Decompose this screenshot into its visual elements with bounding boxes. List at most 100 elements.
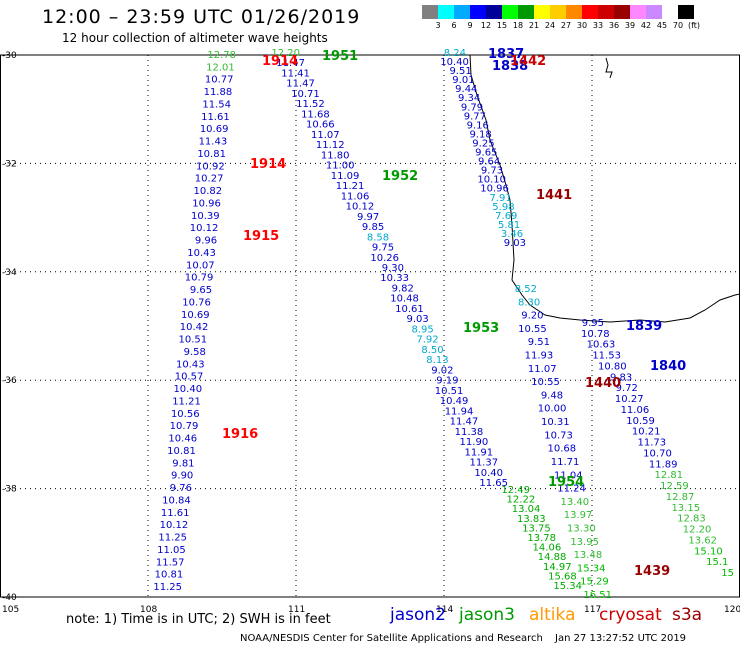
swh-label: 10.79	[185, 273, 214, 284]
swh-label: 9.83	[610, 372, 632, 383]
scale-label: 33	[592, 21, 604, 30]
swh-label: 9.76	[170, 483, 192, 494]
swh-label: 15.34	[553, 581, 582, 592]
swh-label: 9.25	[472, 138, 494, 149]
swh-label: 10.69	[200, 124, 229, 135]
swh-label: 11.21	[172, 396, 201, 407]
swh-label: 11.54	[202, 99, 231, 110]
swh-label: 9.81	[172, 458, 194, 469]
swh-label: 10.80	[598, 361, 627, 372]
swh-label: 10.61	[395, 304, 424, 315]
pass-id: 1915	[243, 229, 279, 244]
swh-label: 9.96	[195, 236, 217, 247]
swh-label: 5.81	[498, 220, 520, 231]
swh-label: 13.83	[517, 514, 546, 525]
swh-label: 11.90	[460, 437, 489, 448]
swh-label: 9.51	[528, 337, 550, 348]
swh-label: 11.94	[445, 406, 474, 417]
scale-swatch	[454, 5, 470, 19]
pass-id: 1954	[548, 475, 584, 490]
swh-label: 10.79	[170, 421, 199, 432]
swh-label: 11.09	[331, 171, 360, 182]
scale-swatch	[550, 5, 566, 19]
swh-label: 13.40	[561, 497, 590, 508]
swh-label: 9.65	[475, 148, 497, 159]
swh-label: 9.79	[461, 102, 483, 113]
swh-label: 9.19	[436, 376, 458, 387]
swh-label: 12.20	[683, 525, 712, 536]
swh-label: 11.65	[479, 478, 508, 489]
swh-label: 9.18	[469, 129, 491, 140]
swh-label: 10.40	[173, 384, 202, 395]
swh-label: 10.12	[160, 520, 189, 531]
swh-label: 10.70	[643, 448, 672, 459]
scale-swatch	[486, 5, 502, 19]
swh-label: 11.25	[158, 533, 187, 544]
swh-label: 14.88	[538, 552, 567, 563]
swh-label: 10.81	[197, 149, 226, 160]
swh-label: 10.81	[167, 446, 196, 457]
scale-swatch	[518, 5, 534, 19]
scale-label: 18	[512, 21, 524, 30]
swh-label: 15	[721, 568, 734, 579]
satellite-s3a: s3a	[672, 605, 703, 625]
swh-label: 10.48	[390, 294, 419, 305]
footer-note: note: 1) Time is in UTC; 2) SWH is in fe…	[66, 612, 331, 627]
swh-label: 9.77	[464, 111, 486, 122]
swh-label: 11.89	[649, 459, 678, 470]
track-1: 12.2011.4711.4111.4710.7111.5211.6810.66…	[271, 48, 508, 489]
swh-label: 11.24	[557, 484, 586, 495]
swh-label: 9.73	[481, 166, 503, 177]
swh-label: 11.12	[316, 140, 345, 151]
pass-id: 1838	[492, 59, 528, 74]
swh-label: 9.82	[392, 283, 414, 294]
swh-label: 10.56	[171, 409, 200, 420]
swh-label: 10.07	[186, 260, 215, 271]
pass-id: 1952	[382, 169, 418, 184]
lat-label: -38	[2, 485, 17, 495]
swh-label: 10.27	[615, 394, 644, 405]
swh-label: 12.20	[271, 48, 300, 59]
swh-label: 11.07	[311, 130, 340, 141]
swh-label: 9.34	[458, 93, 480, 104]
swh-label: 10.27	[195, 174, 224, 185]
swh-label: 11.47	[286, 79, 315, 90]
swh-label: 9.95	[582, 318, 604, 329]
swh-label: 9.03	[406, 314, 428, 325]
swh-label: 11.47	[450, 417, 479, 428]
swh-label: 5.98	[492, 202, 514, 213]
swh-label: 9.02	[431, 365, 453, 376]
lat-label: -30	[2, 51, 17, 61]
swh-label: 8.13	[426, 355, 448, 366]
swh-label: 12.59	[660, 481, 689, 492]
scale-label: 42	[640, 21, 652, 30]
swh-label: 11.73	[638, 438, 667, 449]
map-grid	[0, 55, 740, 597]
swh-label: 15.1	[706, 557, 728, 568]
swh-label: 9.30	[382, 263, 404, 274]
swh-label: 11.06	[341, 191, 370, 202]
swh-label: 10.12	[190, 223, 219, 234]
coastline	[469, 54, 740, 323]
swh-label: 10.55	[518, 324, 547, 335]
swh-label: 11.61	[161, 508, 190, 519]
swh-label: 10.57	[175, 372, 204, 383]
scale-label: 24	[544, 21, 556, 30]
scale-swatch	[470, 5, 486, 19]
swh-label: 10.12	[346, 202, 375, 213]
scale-swatch	[614, 5, 630, 19]
swh-label: 9.20	[521, 311, 543, 322]
swh-label: 10.84	[162, 495, 191, 506]
pass-id: 1916	[222, 427, 258, 442]
track-0: 12.7812.0110.7711.8811.5411.6110.6911.43…	[153, 50, 236, 593]
swh-label: 15.68	[548, 571, 577, 582]
lon-label: 114	[436, 605, 453, 615]
swh-label: 10.42	[180, 322, 209, 333]
scale-label: 21	[528, 21, 540, 30]
swh-label: 10.39	[191, 211, 220, 222]
swh-label: 10.59	[626, 416, 655, 427]
lon-label: 120	[724, 605, 740, 615]
swh-label: 7.69	[495, 211, 517, 222]
